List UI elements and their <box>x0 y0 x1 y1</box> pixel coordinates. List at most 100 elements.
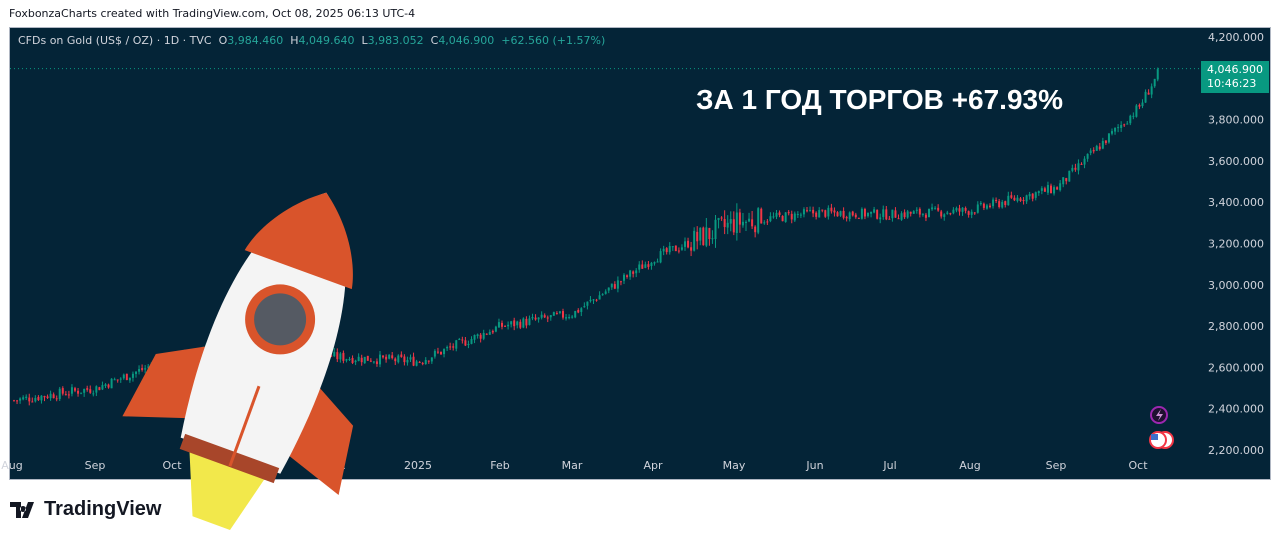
candle-body <box>937 207 940 211</box>
candle-body <box>1062 177 1065 185</box>
rocket-flame <box>189 451 265 530</box>
candle-body <box>464 340 467 346</box>
candle-body <box>562 311 564 318</box>
candle-body <box>339 353 342 360</box>
y-tick-label: 3,200.000 <box>1208 238 1264 251</box>
candle-body <box>497 322 500 328</box>
candle-body <box>101 385 104 390</box>
candle-body <box>854 214 857 218</box>
candle-body <box>1013 197 1016 201</box>
low-value: 3,983.052 <box>367 34 424 47</box>
candle-body <box>1123 124 1126 126</box>
candle-body <box>992 199 995 207</box>
candle-body <box>940 211 943 217</box>
candle-body <box>799 214 802 216</box>
candle-body <box>1120 124 1123 128</box>
candle-body <box>952 209 955 214</box>
y-tick-label: 2,800.000 <box>1208 320 1264 333</box>
candle-body <box>107 384 110 388</box>
symbol-label[interactable]: CFDs on Gold (US$ / OZ) · 1D · TVC <box>18 34 212 47</box>
candle-body <box>372 361 375 363</box>
x-tick-label: Aug <box>1 459 22 472</box>
candle-body <box>647 264 650 267</box>
candle-body <box>122 374 125 379</box>
candle-body <box>888 218 891 220</box>
candle-body <box>1074 167 1077 170</box>
candle-body <box>1111 131 1113 134</box>
candle-body <box>421 363 424 365</box>
candle-body <box>772 216 775 218</box>
candle-body <box>491 331 494 333</box>
candle-body <box>763 222 766 224</box>
rocket-window <box>254 293 307 346</box>
candle-body <box>568 317 571 319</box>
candle-body <box>37 396 40 401</box>
candle-body <box>662 248 665 252</box>
candle-body <box>732 219 735 233</box>
candle-body <box>635 270 638 274</box>
candle-body <box>67 394 70 396</box>
candle-body <box>802 209 805 215</box>
last-price-tag: 4,046.900 10:46:23 <box>1201 61 1269 93</box>
us-flag-canton <box>1151 434 1158 440</box>
low-label: L <box>361 34 368 47</box>
candle-body <box>1089 150 1092 154</box>
tradingview-logo[interactable]: TradingView <box>10 498 161 521</box>
x-tick-label: Mar <box>562 459 583 472</box>
rocket-stripe <box>228 385 261 467</box>
candle-body <box>119 378 122 380</box>
candle-body <box>357 356 360 361</box>
candle-body <box>613 284 616 289</box>
x-tick-label: Oct <box>162 459 182 472</box>
high-value: 4,049.640 <box>298 34 355 47</box>
candle-body <box>1150 86 1153 95</box>
candle-body <box>717 218 720 220</box>
candle-body <box>833 210 836 213</box>
candle-body <box>86 388 89 390</box>
x-tick-label: Apr <box>643 459 663 472</box>
candle-body <box>812 209 815 214</box>
y-tick-label: 3,000.000 <box>1208 279 1264 292</box>
candle-body <box>754 226 757 233</box>
candle-body <box>1056 187 1059 190</box>
candle-body <box>879 217 882 220</box>
candle-body <box>848 212 851 220</box>
candle-body <box>632 271 635 274</box>
rocket-nose <box>244 192 353 290</box>
candle-body <box>915 209 918 211</box>
candle-body <box>80 392 83 394</box>
candle-body <box>70 387 73 394</box>
candle-body <box>1016 197 1019 202</box>
candle-body <box>918 208 921 215</box>
candle-body <box>1068 170 1071 182</box>
candle-body <box>1114 127 1117 132</box>
candle-body <box>580 308 583 312</box>
candle-body <box>64 394 67 396</box>
candle-body <box>519 321 522 328</box>
candle-body <box>946 212 949 214</box>
candle-body <box>827 207 830 217</box>
candle-body <box>677 250 680 252</box>
candle-body <box>55 398 58 400</box>
candle-body <box>1019 198 1022 201</box>
candle-body <box>1022 200 1025 202</box>
candle-body <box>1040 188 1043 191</box>
candle-body <box>863 208 866 217</box>
candle-body <box>604 291 607 294</box>
candle-body <box>653 262 656 264</box>
candle-body <box>110 378 113 389</box>
candle-body <box>1092 149 1095 152</box>
candle-body <box>397 355 400 363</box>
candle-body <box>574 310 577 318</box>
candle-body <box>1065 178 1068 182</box>
candle-body <box>546 317 549 319</box>
candle-body <box>659 251 662 263</box>
candle-body <box>912 211 915 214</box>
candle-body <box>1034 192 1037 198</box>
candle-body <box>815 212 818 217</box>
candle-body <box>818 210 821 218</box>
candle-body <box>766 221 769 223</box>
candle-body <box>1086 153 1089 159</box>
candle-body <box>147 366 150 368</box>
candle-body <box>479 334 482 339</box>
